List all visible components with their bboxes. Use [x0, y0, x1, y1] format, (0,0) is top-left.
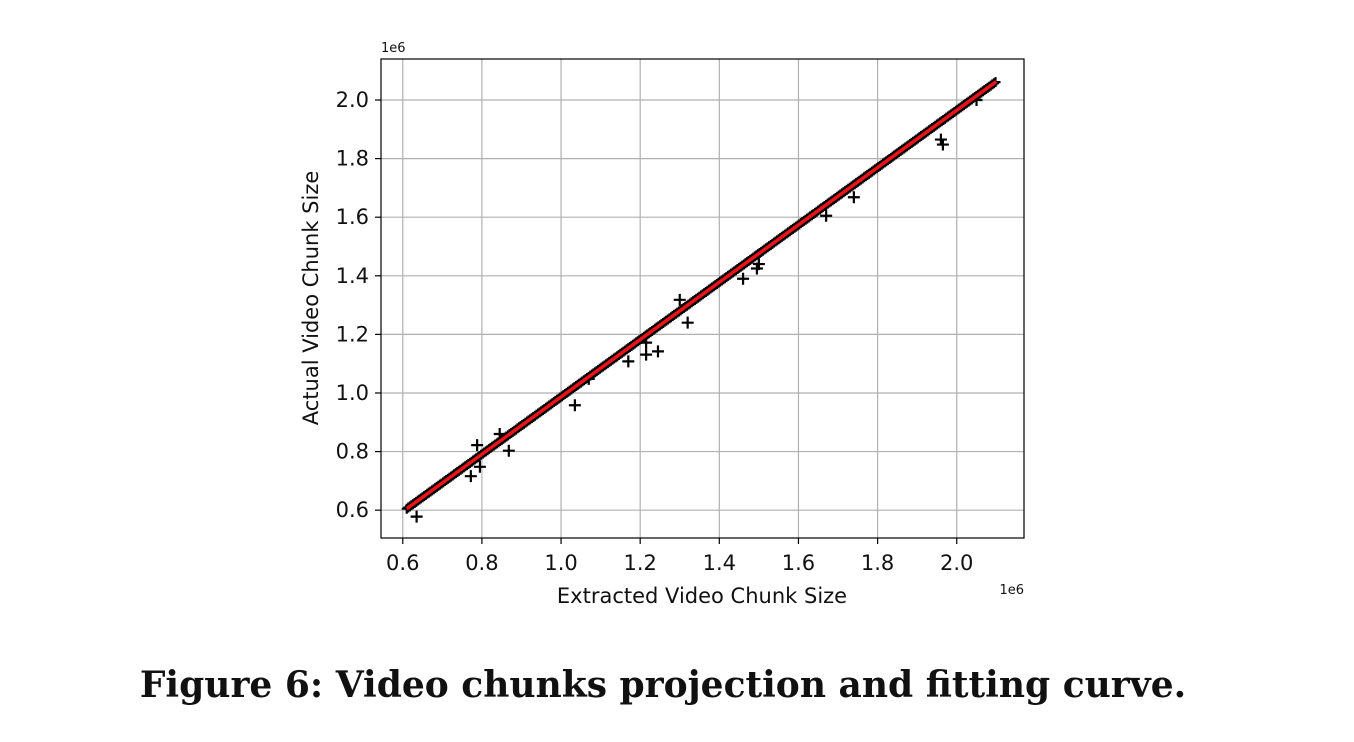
- data-point: [640, 336, 653, 349]
- data-point: [847, 191, 860, 204]
- y-axis-ticks: 0.6 0.8 1.0 1.2 1.4 1.6 1.8 2.0: [336, 88, 381, 522]
- x-tick-label: 1.2: [623, 551, 656, 575]
- x-tick-label: 1.0: [544, 551, 577, 575]
- x-axis-ticks: 0.6 0.8 1.0 1.2 1.4 1.6 1.8 2.0: [386, 538, 973, 575]
- x-tick-label: 2.0: [940, 551, 973, 575]
- y-tick-label: 1.0: [336, 381, 369, 405]
- y-tick-label: 0.6: [336, 498, 369, 522]
- grid-lines: [381, 59, 1024, 538]
- x-tick-label: 1.4: [703, 551, 736, 575]
- y-tick-label: 1.8: [336, 147, 369, 171]
- data-point: [640, 348, 653, 361]
- fitting-curve: [405, 80, 998, 511]
- data-point: [410, 510, 423, 523]
- data-point: [622, 355, 635, 368]
- scatter-chart: 0.6 0.8 1.0 1.2 1.4 1.6 1.8 2.0 0.6 0.8 1.0 1.2 1.4…: [299, 41, 1025, 608]
- data-point: [936, 138, 949, 151]
- x-offset-text: 1e6: [999, 583, 1024, 598]
- x-tick-label: 0.8: [465, 551, 498, 575]
- fit-line: [405, 80, 998, 511]
- data-point: [737, 272, 750, 285]
- data-point: [568, 399, 581, 412]
- data-point: [820, 209, 833, 222]
- x-tick-label: 0.6: [386, 551, 419, 575]
- data-point: [651, 345, 664, 358]
- y-axis-label: Actual Video Chunk Size: [299, 171, 323, 426]
- x-axis-label: Extracted Video Chunk Size: [557, 584, 847, 608]
- plot-frame: [380, 58, 1025, 539]
- data-point: [464, 470, 477, 483]
- y-tick-label: 1.2: [336, 322, 369, 346]
- data-point: [493, 427, 506, 440]
- x-tick-label: 1.6: [782, 551, 815, 575]
- data-point: [473, 460, 486, 473]
- x-tick-label: 1.8: [861, 551, 894, 575]
- y-tick-label: 1.4: [336, 264, 369, 288]
- data-point: [673, 293, 686, 306]
- y-tick-label: 0.8: [336, 440, 369, 464]
- data-point: [471, 439, 484, 452]
- y-tick-label: 2.0: [336, 88, 369, 112]
- figure-caption: Figure 6: Video chunks projection and fi…: [139, 664, 1187, 706]
- data-point: [502, 444, 515, 457]
- y-tick-label: 1.6: [336, 205, 369, 229]
- data-point: [752, 258, 765, 271]
- data-point: [681, 316, 694, 329]
- y-offset-text: 1e6: [381, 41, 406, 56]
